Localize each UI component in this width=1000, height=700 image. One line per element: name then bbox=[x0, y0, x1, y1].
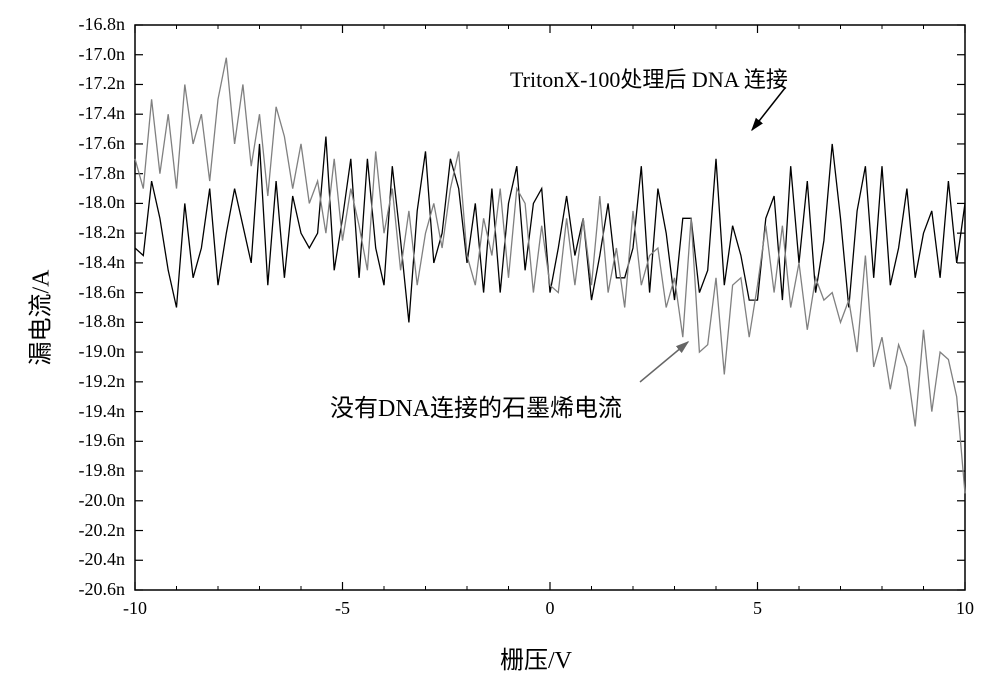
y-tick-label: -18.8n bbox=[45, 311, 125, 332]
y-tick-label: -17.2n bbox=[45, 73, 125, 94]
series-graphene-no-dna bbox=[135, 58, 965, 494]
y-tick-label: -18.2n bbox=[45, 222, 125, 243]
y-tick-label: -20.6n bbox=[45, 579, 125, 600]
y-tick-label: -18.4n bbox=[45, 252, 125, 273]
y-tick-label: -18.0n bbox=[45, 192, 125, 213]
line-chart bbox=[0, 0, 1000, 695]
y-tick-label: -16.8n bbox=[45, 14, 125, 35]
x-tick-label: 0 bbox=[546, 598, 555, 619]
y-tick-label: -19.4n bbox=[45, 401, 125, 422]
y-tick-label: -17.0n bbox=[45, 44, 125, 65]
x-tick-label: -5 bbox=[335, 598, 350, 619]
y-tick-label: -17.4n bbox=[45, 103, 125, 124]
y-tick-label: -19.0n bbox=[45, 341, 125, 362]
x-tick-label: 10 bbox=[956, 598, 974, 619]
y-tick-label: -17.6n bbox=[45, 133, 125, 154]
y-tick-label: -19.8n bbox=[45, 460, 125, 481]
y-tick-label: -19.2n bbox=[45, 371, 125, 392]
y-tick-label: -18.6n bbox=[45, 282, 125, 303]
x-tick-label: 5 bbox=[753, 598, 762, 619]
x-axis-label: 栅压/V bbox=[500, 640, 572, 675]
chart-annotation: TritonX-100处理后 DNA 连接 bbox=[510, 62, 788, 94]
y-tick-label: -19.6n bbox=[45, 430, 125, 451]
x-tick-label: -10 bbox=[123, 598, 147, 619]
chart-container: 漏电流/A 栅压/V -16.8n-17.0n-17.2n-17.4n-17.6… bbox=[0, 0, 1000, 695]
chart-annotation: 没有DNA连接的石墨烯电流 bbox=[330, 388, 622, 423]
y-tick-label: -20.4n bbox=[45, 549, 125, 570]
annotation-arrow bbox=[752, 88, 785, 130]
y-tick-label: -20.0n bbox=[45, 490, 125, 511]
annotation-arrow bbox=[640, 342, 688, 382]
series-triton-dna bbox=[135, 137, 965, 323]
y-tick-label: -17.8n bbox=[45, 163, 125, 184]
y-tick-label: -20.2n bbox=[45, 520, 125, 541]
